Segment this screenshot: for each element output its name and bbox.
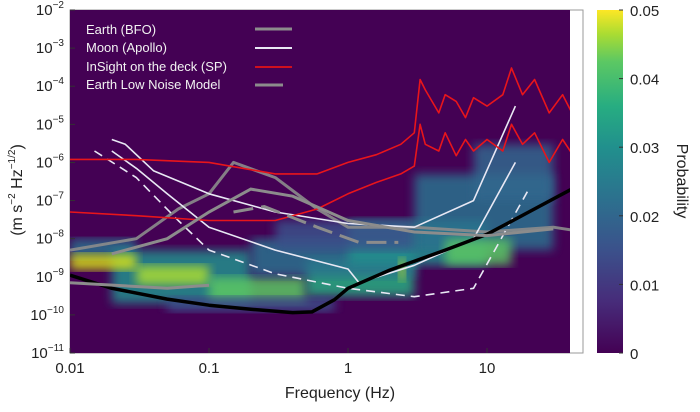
- y-tick-label: 10−5: [36, 114, 65, 133]
- y-axis-label-part: (m s: [9, 205, 26, 236]
- series-line-1: [70, 188, 570, 315]
- x-axis-label: Frequency (Hz): [285, 385, 395, 402]
- y-tick-labels: 10−2 10−3 10−4 10−5 10−6 10−7 10−8 10−9 10−10 10−…: [30, 0, 64, 362]
- legend-label-earth-lnm: Earth Low Noise Model: [86, 77, 221, 92]
- x-tick-label: 10: [479, 360, 496, 377]
- heatmap-cell: [70, 253, 137, 271]
- y-tick-label: 10−3: [36, 38, 65, 57]
- y-tick-label: 10−11: [31, 343, 64, 362]
- y-tick-label: 10−4: [36, 76, 65, 95]
- y-axis-label: (m s−2 Hz−1/2): [7, 144, 26, 236]
- x-tick-label: 0.1: [199, 360, 220, 377]
- x-tick-labels: 0.01 0.1 1 10: [55, 360, 495, 377]
- colorbar-tick-label: 0.04: [630, 72, 659, 89]
- colorbar-tick-label: 0.03: [630, 140, 659, 157]
- legend-label-insight: InSight on the deck (SP): [86, 59, 227, 74]
- legend-label-earth-bfo: Earth (BFO): [86, 22, 156, 37]
- series-line-3: [70, 123, 570, 222]
- legend: Earth (BFO) Moon (Apollo) InSight on the…: [86, 22, 292, 92]
- y-tick-label: 10−8: [36, 229, 65, 248]
- y-tick-label: 10−9: [36, 267, 65, 286]
- series-line-7: [70, 160, 570, 252]
- y-tick-label: 10−7: [36, 191, 65, 210]
- x-tick-label: 0.01: [55, 360, 84, 377]
- earth-bfo-curve: [111, 187, 554, 256]
- y-axis-label-part: ): [9, 144, 26, 149]
- y-tick-label: 10−2: [36, 0, 65, 19]
- earth-bfo-curve: [233, 204, 399, 244]
- series-lines: [70, 67, 570, 315]
- series-line-2: [70, 67, 570, 175]
- y-axis-label-exp: −2: [7, 193, 18, 205]
- colorbar: [597, 10, 623, 353]
- heatmap-cell: [167, 296, 335, 312]
- colorbar-tick-label: 0.05: [630, 3, 659, 20]
- legend-label-moon-apollo: Moon (Apollo): [86, 40, 167, 55]
- x-tick-label: 1: [344, 360, 352, 377]
- y-tick-label: 10−10: [30, 305, 64, 324]
- heatmap-cell: [445, 238, 512, 266]
- colorbar-tick-label: 0.01: [630, 277, 659, 294]
- colorbar-tick-label: 0.02: [630, 209, 659, 226]
- colorbar-tick-label: 0: [630, 346, 638, 363]
- y-axis-label-part: Hz: [9, 169, 26, 193]
- y-tick-label: 10−6: [36, 152, 65, 171]
- axis-ticks: [69, 9, 488, 354]
- y-axis-label-exp: −1/2: [7, 149, 18, 169]
- colorbar-label: Probability: [673, 144, 690, 219]
- earth-bfo-curve: [70, 281, 210, 290]
- heatmap-cell: [136, 265, 209, 286]
- colorbar-ticks: 0 0.01 0.02 0.03 0.04 0.05: [619, 3, 659, 363]
